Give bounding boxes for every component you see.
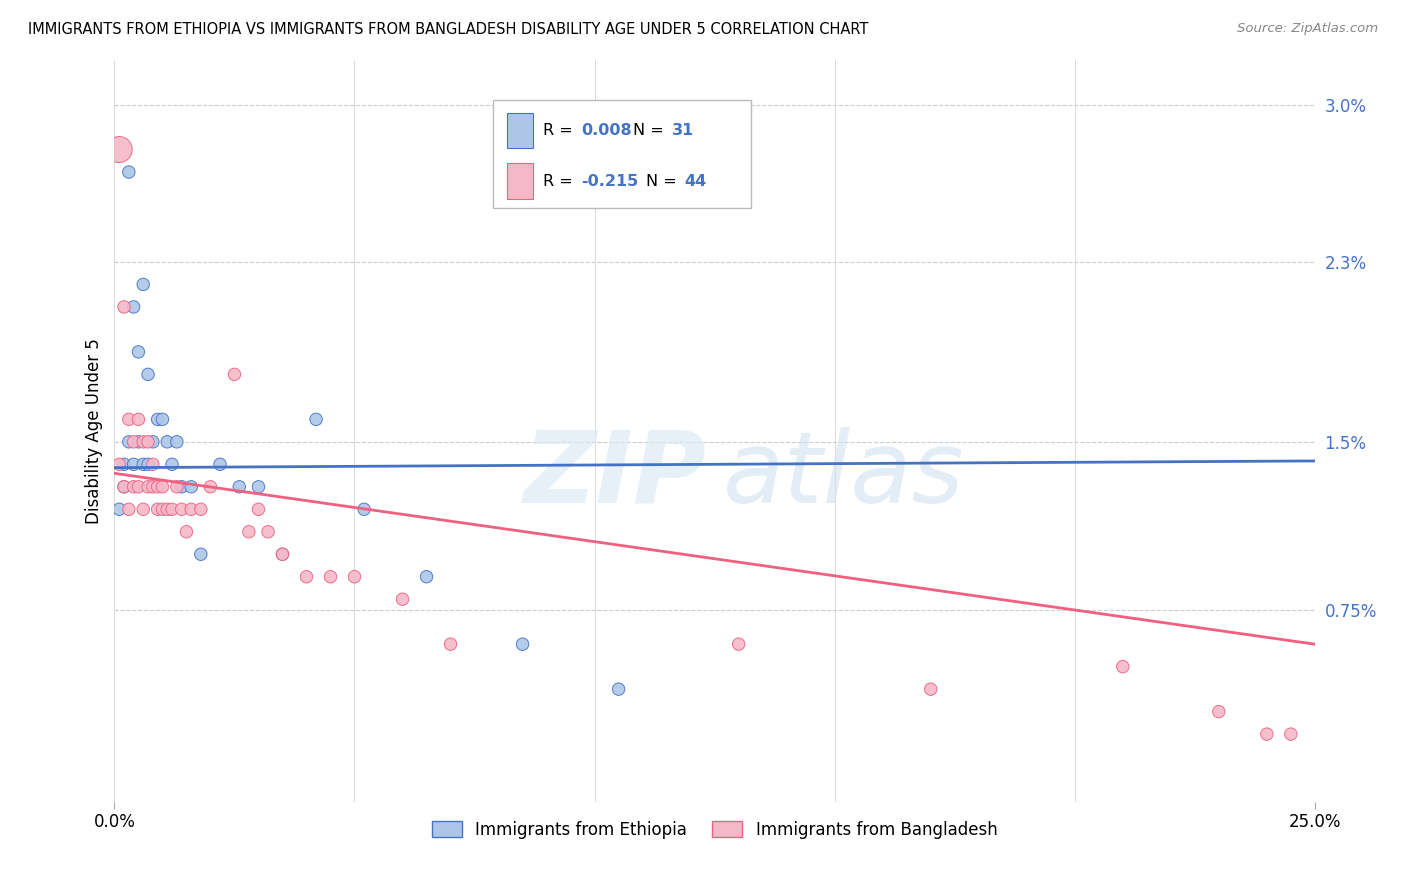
Point (127, 412, 149, 426)
Point (353, 502, 375, 516)
Point (142, 434, 165, 449)
Point (156, 502, 179, 516)
Point (607, 682, 630, 697)
FancyBboxPatch shape (492, 101, 751, 208)
Text: N =: N = (633, 123, 669, 138)
Text: -0.215: -0.215 (581, 174, 638, 188)
Point (108, 502, 131, 516)
Point (132, 502, 155, 516)
Point (247, 480, 270, 494)
Point (108, 143, 131, 157)
Point (112, 300, 135, 314)
Point (160, 502, 183, 516)
Point (112, 480, 135, 494)
Point (146, 502, 169, 516)
Point (132, 434, 155, 449)
Text: 31: 31 (672, 123, 693, 138)
Point (146, 412, 169, 426)
Point (136, 434, 159, 449)
Point (1112, 659, 1135, 673)
Point (136, 458, 159, 472)
Point (122, 434, 145, 449)
Point (112, 458, 135, 472)
Point (146, 480, 169, 494)
Point (160, 458, 183, 472)
Point (127, 344, 149, 359)
Point (112, 480, 135, 494)
Text: 44: 44 (685, 174, 707, 188)
Point (190, 547, 212, 561)
Text: 0.008: 0.008 (581, 123, 633, 138)
Point (920, 682, 942, 697)
Bar (508, 112, 533, 148)
Legend: Immigrants from Ethiopia, Immigrants from Bangladesh: Immigrants from Ethiopia, Immigrants fro… (425, 814, 1004, 846)
Y-axis label: Disability Age Under 5: Disability Age Under 5 (86, 338, 103, 524)
Point (132, 458, 155, 472)
Point (391, 592, 413, 607)
Point (118, 434, 141, 449)
Point (122, 300, 145, 314)
Point (224, 368, 246, 382)
Text: Source: ZipAtlas.com: Source: ZipAtlas.com (1237, 22, 1378, 36)
Point (415, 570, 437, 584)
Point (180, 502, 202, 516)
Point (295, 570, 318, 584)
Point (512, 637, 534, 651)
Text: R =: R = (543, 123, 578, 138)
Point (142, 480, 165, 494)
Point (152, 412, 174, 426)
Point (166, 434, 188, 449)
Bar (508, 163, 533, 199)
Point (122, 458, 145, 472)
Point (156, 434, 179, 449)
Point (108, 458, 131, 472)
Point (1256, 727, 1278, 741)
Point (166, 480, 188, 494)
Point (247, 502, 270, 516)
Text: N =: N = (647, 174, 682, 188)
Point (271, 547, 294, 561)
Point (118, 165, 141, 179)
Point (152, 480, 174, 494)
Point (132, 277, 155, 292)
Text: ZIP: ZIP (523, 426, 706, 524)
Point (118, 502, 141, 516)
Point (271, 547, 294, 561)
Point (238, 524, 260, 539)
Point (170, 502, 193, 516)
Point (122, 480, 145, 494)
Point (1208, 705, 1230, 719)
Point (142, 458, 165, 472)
Point (170, 480, 193, 494)
Point (136, 480, 159, 494)
Point (176, 524, 198, 539)
Point (200, 480, 222, 494)
Point (319, 570, 342, 584)
Point (439, 637, 461, 651)
Point (136, 368, 159, 382)
Point (118, 412, 141, 426)
Point (257, 524, 280, 539)
Point (209, 458, 232, 472)
Point (305, 412, 328, 426)
Point (127, 480, 149, 494)
Text: R =: R = (543, 174, 578, 188)
Point (228, 480, 250, 494)
Point (343, 570, 366, 584)
Text: atlas: atlas (723, 426, 965, 524)
Point (152, 502, 174, 516)
Point (127, 434, 149, 449)
Point (190, 502, 212, 516)
Text: IMMIGRANTS FROM ETHIOPIA VS IMMIGRANTS FROM BANGLADESH DISABILITY AGE UNDER 5 CO: IMMIGRANTS FROM ETHIOPIA VS IMMIGRANTS F… (28, 22, 869, 37)
Point (180, 480, 202, 494)
Point (1279, 727, 1302, 741)
Point (727, 637, 749, 651)
